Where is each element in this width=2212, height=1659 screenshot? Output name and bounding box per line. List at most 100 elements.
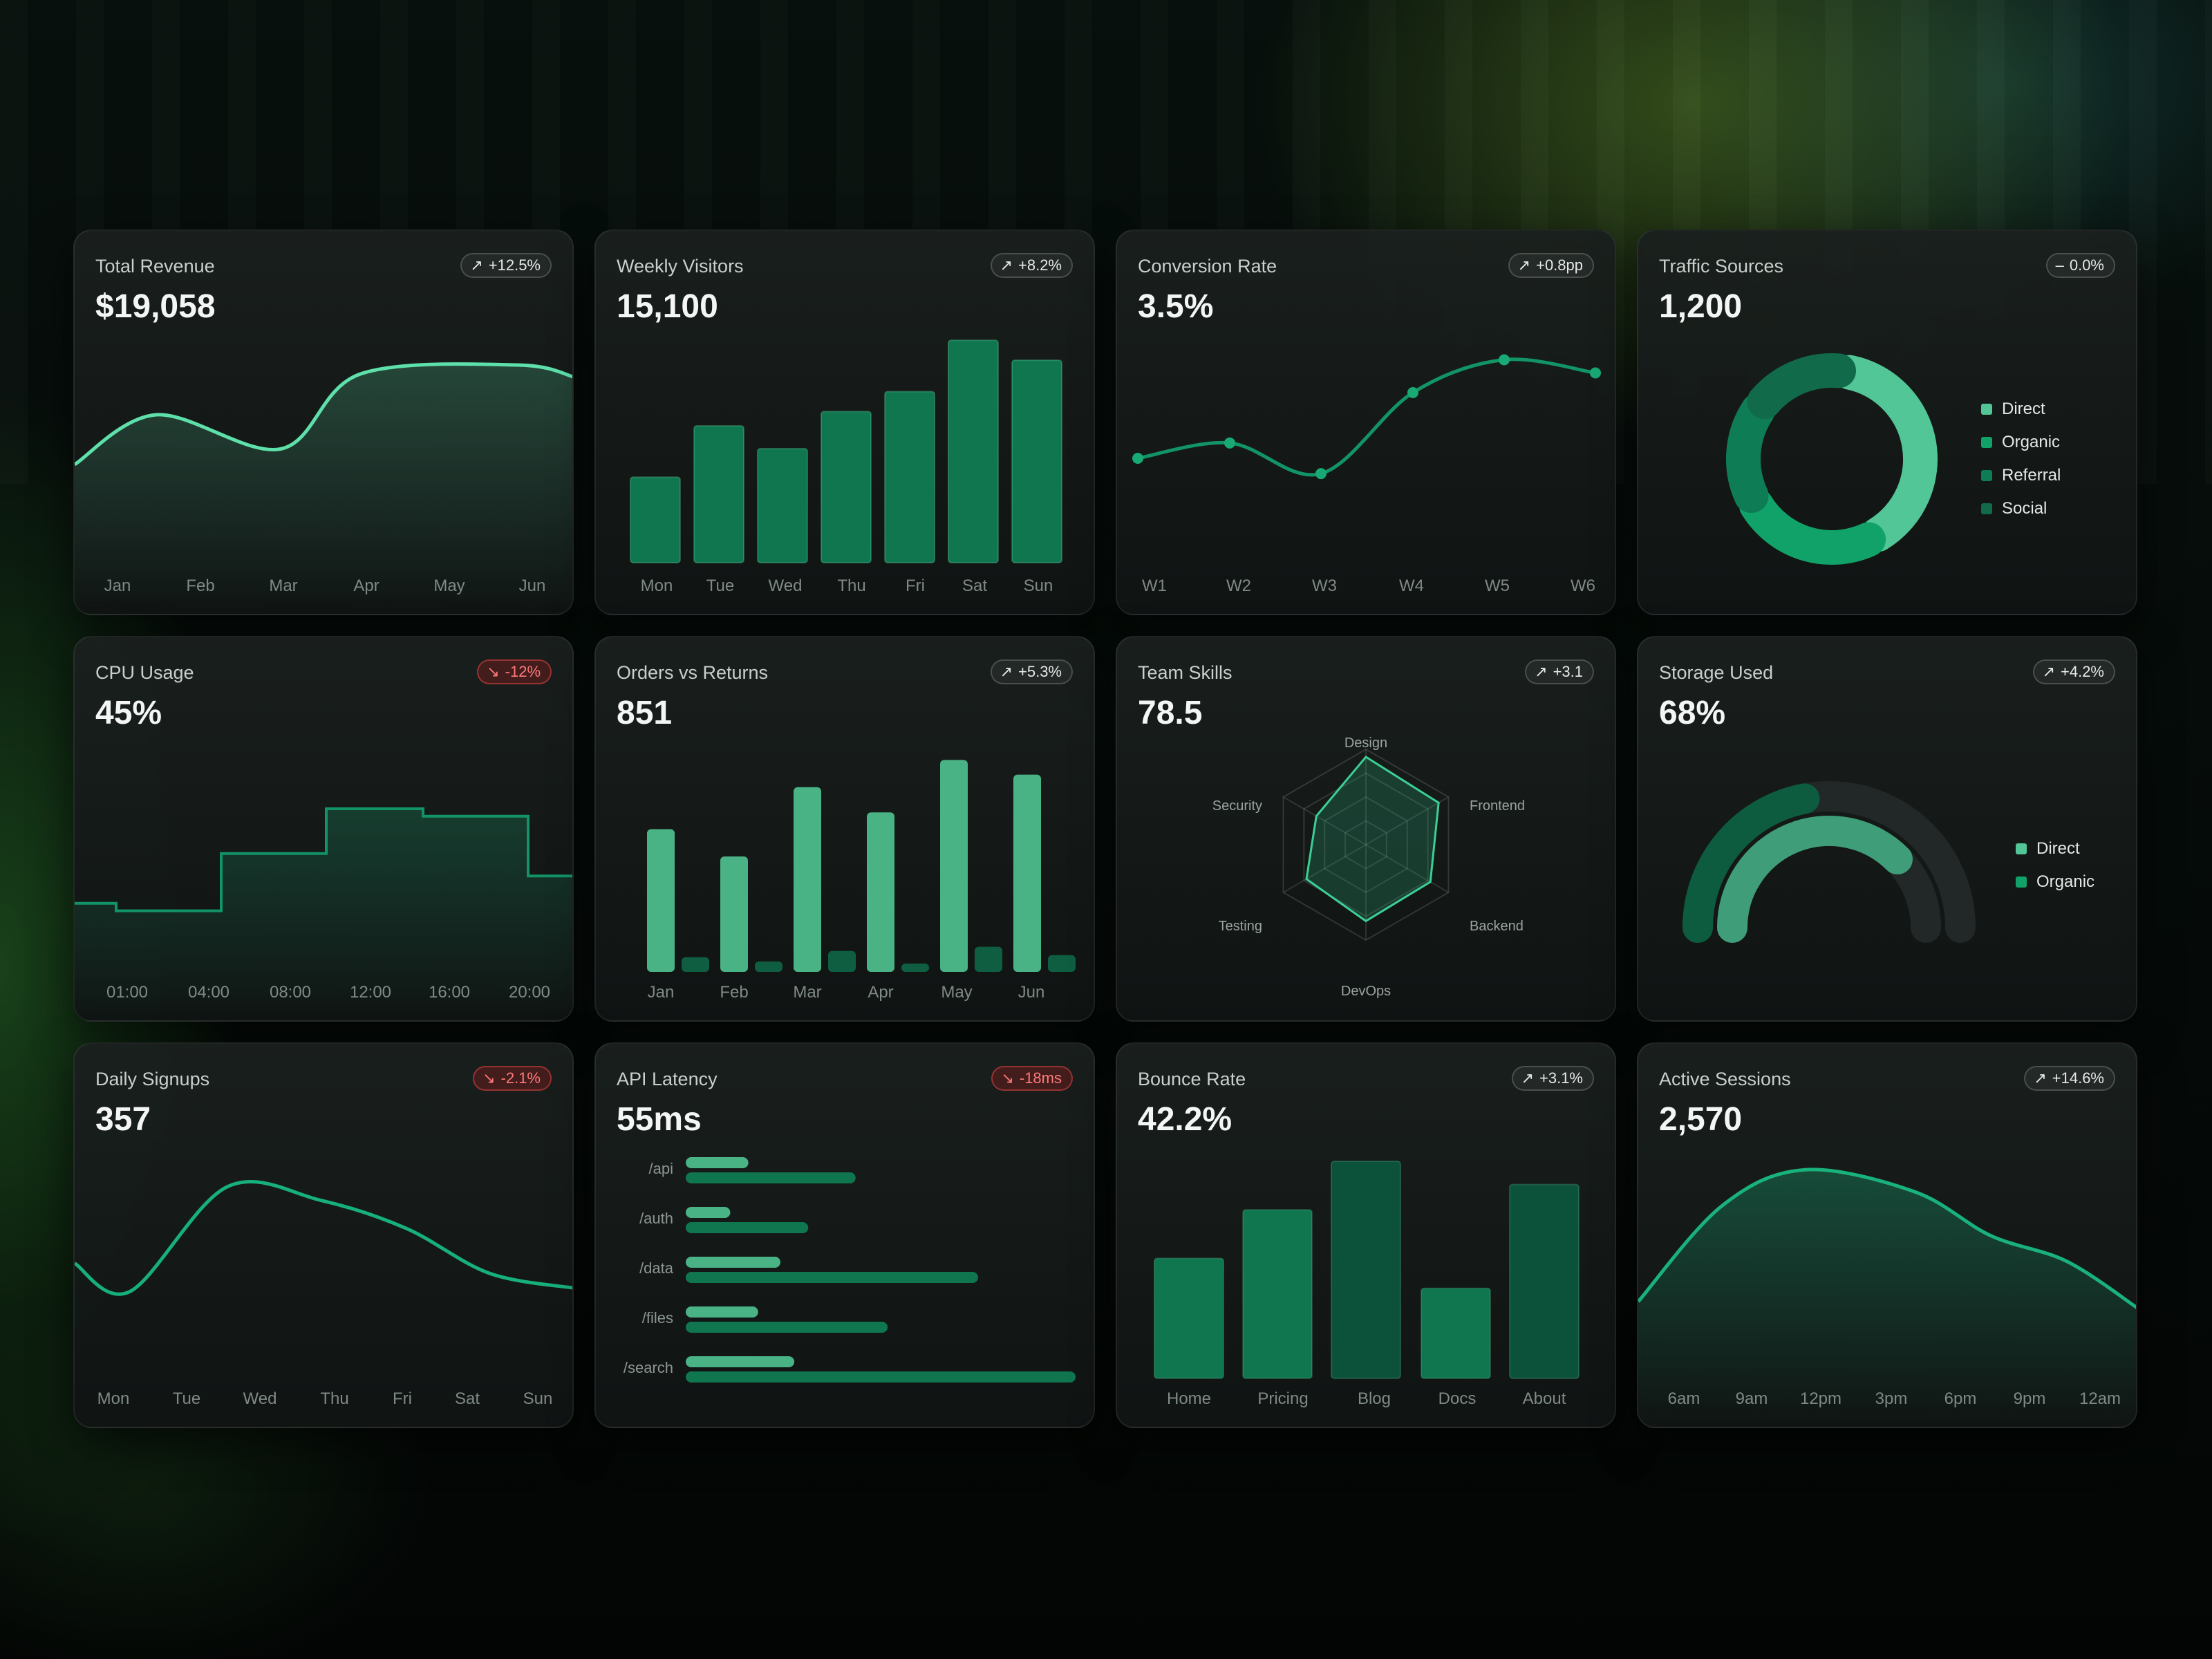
donut-slice — [1738, 487, 1886, 565]
bar — [884, 391, 935, 563]
bar — [757, 448, 808, 563]
card-value: 2,570 — [1659, 1101, 1743, 1138]
axis-label: Apr — [868, 983, 893, 1002]
card-title: Total Revenue — [95, 256, 215, 276]
minus-icon: – — [2055, 256, 2064, 274]
badge-text: +0.8pp — [1536, 256, 1583, 274]
legend-swatch — [2016, 843, 2027, 854]
latency-card[interactable]: /api/auth/data/files/search API Latency … — [594, 1042, 1095, 1428]
visitors-bar-chart: Mon Tue Wed Thu Fri Sat Sun — [630, 339, 1062, 595]
bar-returns — [682, 957, 709, 972]
orders-card[interactable]: Jan Feb Mar Apr May Jun Orders vs Returns 851… — [594, 636, 1095, 1022]
radar-grid — [1303, 772, 1429, 917]
donut-slice — [1747, 353, 1857, 420]
gauge-fill — [1717, 816, 1913, 943]
axis-label: 08:00 — [270, 983, 311, 1002]
radar-grid — [1344, 820, 1387, 870]
trend-badge: ↗ +12.5% — [460, 253, 552, 278]
bar — [1331, 1161, 1401, 1379]
skills-card[interactable]: Design Frontend Backend DevOps Testing Securi… — [1116, 636, 1616, 1022]
axis-label: Home — [1167, 1389, 1211, 1408]
axis-label: Security — [1212, 798, 1262, 814]
axis-label: /search — [624, 1359, 673, 1376]
card-value: 78.5 — [1138, 695, 1203, 731]
sessions-card[interactable]: 6am 9am 12pm 3pm 6pm 9pm 12am Active Sessions … — [1637, 1042, 2137, 1428]
bar-p50 — [686, 1356, 795, 1367]
legend-item: Organic — [2016, 865, 2094, 899]
traffic-legend: Direct Organic Referral Social — [1981, 393, 2061, 525]
trend-badge: ↗ +3.1% — [1511, 1066, 1594, 1091]
card-title: Orders vs Returns — [617, 662, 769, 683]
radar-grid — [1282, 748, 1450, 941]
axis-label: Sun — [523, 1389, 553, 1408]
bar-p50 — [686, 1257, 780, 1268]
bar-orders — [794, 787, 821, 972]
axis-label: W4 — [1399, 577, 1424, 595]
arrow-down-right-icon: ↘ — [1001, 1069, 1014, 1087]
card-title: Conversion Rate — [1138, 256, 1277, 276]
axis-label: Jun — [519, 577, 546, 595]
axis-label: Pricing — [1257, 1389, 1308, 1408]
axis-label: Mar — [793, 983, 821, 1002]
axis-label: DevOps — [1341, 984, 1391, 999]
data-point — [1407, 387, 1418, 398]
bar-p95 — [686, 1371, 1076, 1382]
card-value: 68% — [1659, 695, 1726, 731]
data-point — [1499, 354, 1510, 366]
orders-bar-chart: Jan Feb Mar Apr May Jun — [647, 760, 1076, 1002]
axis-label: Frontend — [1470, 798, 1525, 814]
cpu-card[interactable]: 01:00 04:00 08:00 12:00 16:00 20:00 CPU Usage… — [73, 636, 574, 1022]
trend-badge: ↘ -2.1% — [473, 1066, 552, 1091]
area-fill — [75, 1181, 572, 1427]
conversion-card[interactable]: W1 W2 W3 W4 W5 W6 Conversion Rate 3.5% ↗ +0.8p… — [1116, 229, 1616, 615]
trend-badge: ↗ +5.3% — [990, 659, 1073, 684]
badge-text: 0.0% — [2069, 256, 2104, 274]
axis-label: Blog — [1358, 1389, 1391, 1408]
bar — [693, 425, 744, 563]
radar-axis — [1282, 844, 1367, 893]
card-title: Traffic Sources — [1659, 256, 1784, 276]
signups-card[interactable]: Mon Tue Wed Thu Fri Sat Sun Daily Signups 357 … — [73, 1042, 574, 1428]
radar-area — [1305, 756, 1440, 923]
storage-gauge-chart — [1683, 781, 1976, 943]
cpu-step-chart: 01:00 04:00 08:00 12:00 16:00 20:00 — [75, 807, 572, 1020]
arrow-up-right-icon: ↗ — [1535, 663, 1548, 680]
revenue-card[interactable]: Jan Feb Mar Apr May Jun Total Revenue $19,058… — [73, 229, 574, 615]
donut-slice — [1726, 393, 1776, 514]
bar-p50 — [686, 1157, 749, 1168]
bounce-card[interactable]: Home Pricing Blog Docs About Bounce Rate 42.… — [1116, 1042, 1616, 1428]
bar-returns — [755, 961, 782, 972]
axis-label: Design — [1344, 735, 1387, 751]
axis-label: Jan — [648, 983, 675, 1002]
donut-slice — [1832, 355, 1938, 552]
axis-label: Testing — [1219, 919, 1262, 934]
storage-card[interactable]: Storage Used 68% ↗ +4.2% Direct Organic — [1637, 636, 2137, 1022]
legend-item: Direct — [2016, 832, 2094, 865]
legend-label: Social — [2002, 499, 2047, 518]
data-point — [1132, 453, 1143, 464]
axis-label: 04:00 — [188, 983, 229, 1002]
axis-label: 3pm — [1875, 1389, 1908, 1408]
axis-label: 9pm — [2014, 1389, 2046, 1408]
axis-label: Jan — [104, 577, 131, 595]
legend-item: Referral — [1981, 459, 2061, 492]
trend-badge: ↗ +8.2% — [990, 253, 1073, 278]
axis-label: /auth — [639, 1210, 673, 1227]
bar — [1011, 359, 1062, 563]
arrow-up-right-icon: ↗ — [1000, 256, 1013, 274]
bar-orders — [940, 760, 968, 972]
arrow-up-right-icon: ↗ — [470, 256, 483, 274]
area-fill — [1638, 1169, 2136, 1427]
badge-text: -18ms — [1019, 1069, 1062, 1087]
bar-p50 — [686, 1207, 731, 1218]
bar-p95 — [686, 1172, 856, 1183]
traffic-card[interactable]: Traffic Sources 1,200 –0.0% Direct Organ… — [1637, 229, 2137, 615]
revenue-area-chart: Jan Feb Mar Apr May Jun — [75, 362, 572, 614]
axis-label: Wed — [769, 577, 803, 595]
bar-returns — [1048, 955, 1076, 972]
axis-label: Mon — [641, 577, 673, 595]
visitors-card[interactable]: Mon Tue Wed Thu Fri Sat Sun Weekly Visitors 15… — [594, 229, 1095, 615]
axis-label: Sat — [455, 1389, 480, 1408]
bounce-bar-chart: Home Pricing Blog Docs About — [1154, 1161, 1580, 1408]
card-value: 1,200 — [1659, 288, 1743, 325]
